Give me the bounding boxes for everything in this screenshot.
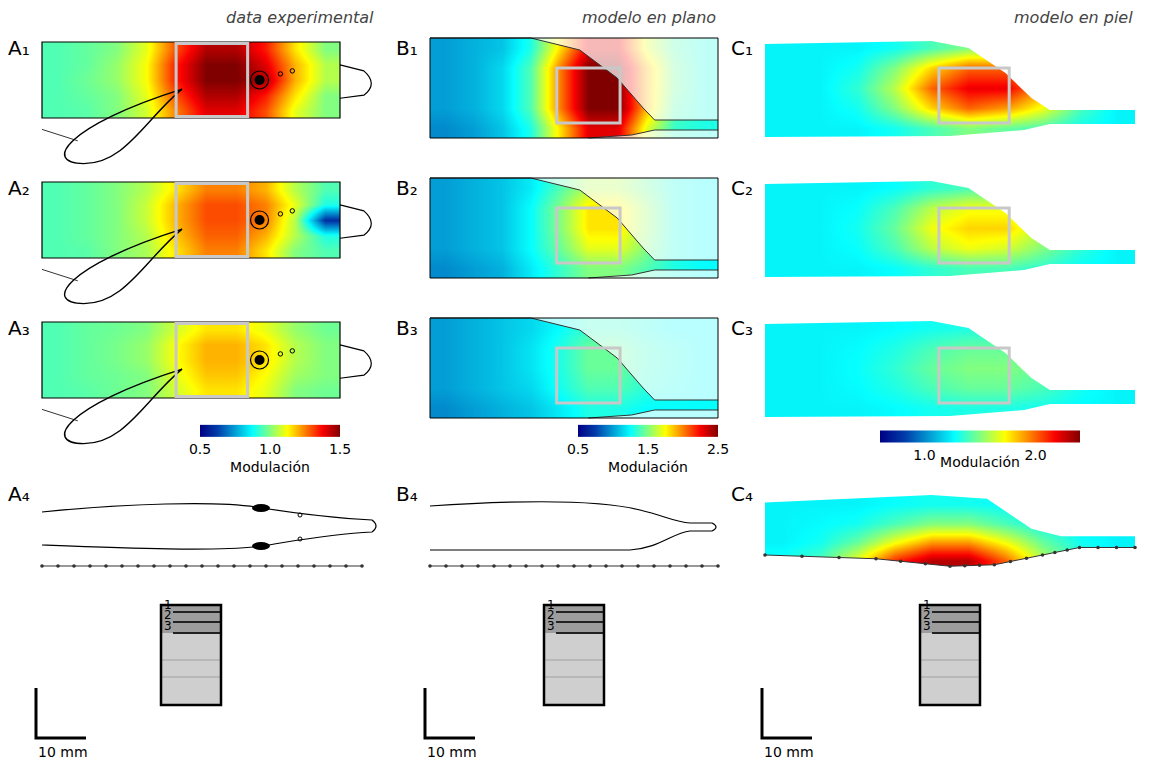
svg-text:1.5: 1.5 xyxy=(329,441,351,457)
svg-text:1.0: 1.0 xyxy=(913,447,935,463)
svg-text:0.5: 0.5 xyxy=(189,441,211,457)
svg-text:1: 1 xyxy=(923,598,931,612)
svg-text:2: 2 xyxy=(164,608,172,622)
svg-text:3: 3 xyxy=(164,619,172,633)
svg-text:2.0: 2.0 xyxy=(1024,447,1046,463)
svg-text:2: 2 xyxy=(923,608,931,622)
svg-text:1.0: 1.0 xyxy=(259,441,281,457)
svg-text:3: 3 xyxy=(547,619,555,633)
svg-text:C₂: C₂ xyxy=(731,176,753,200)
svg-text:A₁: A₁ xyxy=(8,36,30,60)
svg-text:10 mm: 10 mm xyxy=(427,744,477,760)
svg-text:0.5: 0.5 xyxy=(567,441,589,457)
svg-text:modelo en piel: modelo en piel xyxy=(1014,8,1133,27)
svg-text:B₄: B₄ xyxy=(396,482,418,506)
svg-text:A₄: A₄ xyxy=(8,482,30,506)
svg-text:2.5: 2.5 xyxy=(707,441,729,457)
svg-text:2: 2 xyxy=(547,608,555,622)
svg-text:A₃: A₃ xyxy=(8,316,30,340)
svg-text:modelo en plano: modelo en plano xyxy=(582,8,716,27)
svg-text:B₃: B₃ xyxy=(396,316,418,340)
svg-text:data experimental: data experimental xyxy=(226,8,374,27)
svg-text:1: 1 xyxy=(547,598,555,612)
svg-text:3: 3 xyxy=(923,619,931,633)
svg-text:10 mm: 10 mm xyxy=(764,744,814,760)
svg-text:B₂: B₂ xyxy=(396,176,418,200)
svg-text:Modulación: Modulación xyxy=(608,459,688,475)
svg-text:10 mm: 10 mm xyxy=(38,744,88,760)
svg-text:1: 1 xyxy=(164,598,172,612)
svg-text:Modulación: Modulación xyxy=(230,459,310,475)
svg-text:Modulación: Modulación xyxy=(940,454,1020,470)
svg-text:C₃: C₃ xyxy=(731,316,753,340)
svg-text:C₄: C₄ xyxy=(731,482,753,506)
svg-text:C₁: C₁ xyxy=(731,36,753,60)
svg-text:1.5: 1.5 xyxy=(637,441,659,457)
svg-text:B₁: B₁ xyxy=(396,36,418,60)
svg-text:A₂: A₂ xyxy=(8,176,30,200)
